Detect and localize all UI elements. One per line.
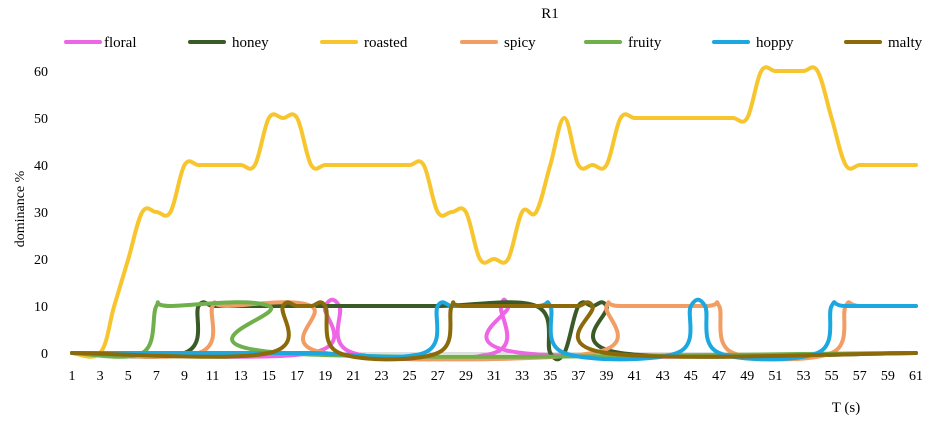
x-tick-label: 45 [684, 369, 698, 384]
x-tick-label: 23 [374, 369, 388, 384]
x-tick-label: 41 [628, 369, 642, 384]
x-tick-label: 17 [290, 369, 304, 384]
legend-label: fruity [628, 35, 662, 51]
y-axis-label: dominance % [13, 170, 28, 247]
y-axis: 0 10 20 30 40 50 60 [34, 65, 48, 362]
series-line-fruity [70, 300, 918, 359]
x-axis: 1 3 5 7 9 11 13 15 17 19 21 23 25 27 29 31 33 35 37 39 41 43 4… [69, 352, 923, 384]
legend-item-roasted: roasted [320, 35, 408, 51]
y-tick-label: 50 [34, 112, 48, 127]
x-tick-label: 55 [825, 369, 839, 384]
x-tick-label: 61 [909, 369, 923, 384]
legend-label: malty [888, 35, 923, 51]
x-tick-label: 43 [656, 369, 670, 384]
chart-title: R1 [541, 6, 559, 22]
x-tick-label: 39 [600, 369, 614, 384]
legend-item-malty: malty [844, 35, 923, 51]
x-tick-label: 53 [796, 369, 810, 384]
x-tick-label: 9 [181, 369, 188, 384]
legend-item-fruity: fruity [584, 35, 662, 51]
y-tick-label: 20 [34, 253, 48, 268]
x-tick-label: 33 [515, 369, 529, 384]
x-tick-label: 57 [853, 369, 867, 384]
x-tick-label: 19 [318, 369, 332, 384]
legend-item-hoppy: hoppy [712, 35, 794, 51]
series-line-malty [70, 300, 918, 362]
y-tick-label: 30 [34, 206, 48, 221]
x-tick-label: 47 [712, 369, 726, 384]
y-tick-label: 0 [41, 347, 48, 362]
x-tick-label: 13 [234, 369, 248, 384]
x-tick-label: 3 [97, 369, 104, 384]
legend-label: floral [104, 35, 136, 51]
x-tick-label: 37 [571, 369, 585, 384]
legend-label: hoppy [756, 35, 794, 51]
legend-item-spicy: spicy [460, 35, 536, 51]
series-line-honey [70, 300, 918, 362]
x-tick-label: 25 [403, 369, 417, 384]
y-tick-label: 40 [34, 159, 48, 174]
x-tick-label: 21 [346, 369, 360, 384]
legend-item-floral: floral [64, 35, 136, 51]
x-tick-label: 49 [740, 369, 754, 384]
x-axis-label: T (s) [832, 400, 860, 416]
legend-label: roasted [364, 35, 408, 51]
legend-label: honey [232, 35, 269, 51]
x-tick-label: 51 [768, 369, 782, 384]
legend-item-honey: honey [188, 35, 269, 51]
x-tick-label: 31 [487, 369, 501, 384]
y-tick-label: 10 [34, 300, 48, 315]
legend-label: spicy [504, 35, 536, 51]
x-tick-label: 11 [206, 369, 219, 384]
x-tick-label: 5 [125, 369, 132, 384]
x-tick-label: 7 [153, 369, 160, 384]
x-tick-label: 29 [459, 369, 473, 384]
plot-area [70, 65, 918, 362]
x-tick-label: 15 [262, 369, 276, 384]
legend: floral honey roasted spicy fruity hoppy malty [64, 35, 923, 51]
x-tick-label: 1 [69, 369, 76, 384]
x-tick-label: 27 [431, 369, 445, 384]
x-tick-label: 35 [543, 369, 557, 384]
series-line-roasted [70, 65, 918, 359]
y-tick-label: 60 [34, 65, 48, 80]
x-tick-label: 59 [881, 369, 895, 384]
